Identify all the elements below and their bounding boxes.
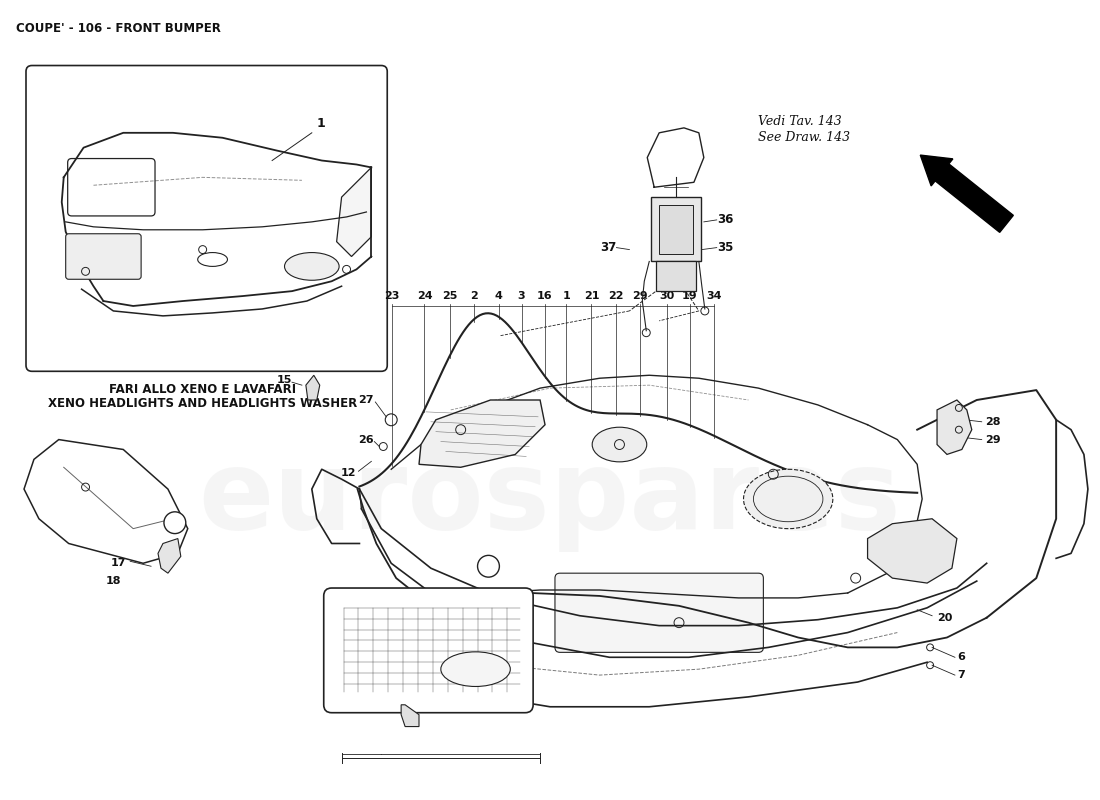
Text: COUPE' - 106 - FRONT BUMPER: COUPE' - 106 - FRONT BUMPER <box>16 22 221 35</box>
Polygon shape <box>402 705 419 726</box>
Text: 16: 16 <box>537 291 552 301</box>
Text: 3: 3 <box>518 291 526 301</box>
Text: 24: 24 <box>417 291 432 301</box>
FancyBboxPatch shape <box>26 66 387 371</box>
Text: 36: 36 <box>717 214 733 226</box>
Text: A: A <box>485 562 492 571</box>
Text: 32: 32 <box>58 514 74 524</box>
Text: 21: 21 <box>584 291 600 301</box>
Ellipse shape <box>592 427 647 462</box>
Text: 20: 20 <box>937 613 953 622</box>
Text: 10: 10 <box>442 635 458 645</box>
Circle shape <box>477 555 499 577</box>
Text: 17: 17 <box>110 558 126 568</box>
Text: 29: 29 <box>984 434 1000 445</box>
Text: A: A <box>172 518 178 528</box>
Text: 12: 12 <box>341 468 356 478</box>
Ellipse shape <box>744 470 833 529</box>
Text: 28: 28 <box>984 417 1000 426</box>
Text: 35: 35 <box>717 241 733 254</box>
Bar <box>659 205 693 254</box>
Text: 26: 26 <box>358 434 373 445</box>
Ellipse shape <box>285 253 339 280</box>
Text: Vedi Tav. 143: Vedi Tav. 143 <box>758 115 843 128</box>
Text: 34: 34 <box>706 291 722 301</box>
Polygon shape <box>158 538 180 573</box>
Text: 19: 19 <box>682 291 697 301</box>
FancyBboxPatch shape <box>556 573 763 652</box>
Text: 6: 6 <box>957 652 965 662</box>
Text: 23: 23 <box>384 291 399 301</box>
Polygon shape <box>24 439 188 563</box>
Text: 37: 37 <box>601 241 616 254</box>
Ellipse shape <box>441 652 510 686</box>
Bar <box>651 197 701 262</box>
Text: 30: 30 <box>659 291 674 301</box>
Text: XENO HEADLIGHTS AND HEADLIGHTS WASHER: XENO HEADLIGHTS AND HEADLIGHTS WASHER <box>48 397 358 410</box>
FancyBboxPatch shape <box>323 588 534 713</box>
Text: 31: 31 <box>94 514 109 524</box>
Text: 25: 25 <box>442 291 458 301</box>
Polygon shape <box>419 400 544 467</box>
FancyArrow shape <box>921 155 1013 232</box>
Text: FARI ALLO XENO E LAVAFARI: FARI ALLO XENO E LAVAFARI <box>109 383 296 396</box>
Polygon shape <box>937 400 971 454</box>
Text: 15: 15 <box>276 375 292 386</box>
Text: 7: 7 <box>957 670 965 680</box>
Text: 27: 27 <box>358 395 373 405</box>
Text: 9: 9 <box>359 635 366 645</box>
Text: 13: 13 <box>402 635 417 645</box>
Polygon shape <box>868 518 957 583</box>
Text: 18: 18 <box>106 576 121 586</box>
Text: 11: 11 <box>426 635 441 645</box>
Text: eurospares: eurospares <box>199 446 901 553</box>
Text: 29: 29 <box>631 291 647 301</box>
Bar <box>657 262 696 291</box>
FancyBboxPatch shape <box>66 234 141 279</box>
Polygon shape <box>306 375 320 400</box>
Text: See Draw. 143: See Draw. 143 <box>758 131 850 144</box>
Text: 1: 1 <box>562 291 570 301</box>
Text: 33: 33 <box>76 514 91 524</box>
Text: 2: 2 <box>470 291 477 301</box>
Text: 14: 14 <box>116 542 131 551</box>
Text: 22: 22 <box>607 291 624 301</box>
Circle shape <box>164 512 186 534</box>
Text: 5: 5 <box>403 652 409 662</box>
Polygon shape <box>337 167 372 257</box>
Text: 1: 1 <box>317 117 326 130</box>
Text: 4: 4 <box>495 291 503 301</box>
Text: 8: 8 <box>376 635 384 645</box>
